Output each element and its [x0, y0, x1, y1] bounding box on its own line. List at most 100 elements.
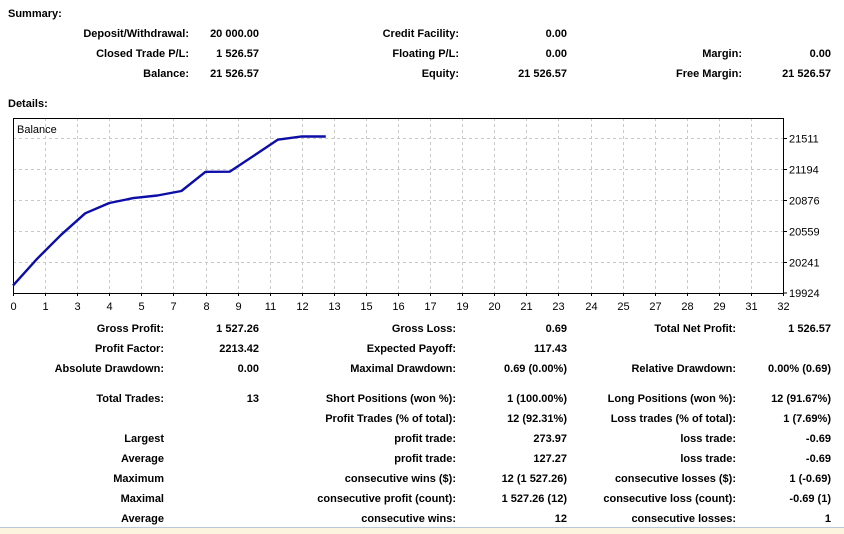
stat-label: Average	[120, 453, 164, 465]
stat-label: Short Positions (won %):	[325, 393, 456, 405]
y-axis-label: 20559	[789, 227, 820, 239]
x-axis-label: 20	[488, 301, 500, 313]
stat-value: 0.69 (0.00%)	[504, 363, 567, 375]
x-axis-label: 4	[106, 301, 112, 313]
stat-label: Equity:	[421, 68, 459, 80]
balance-chart: 21511 21194 20876 20559 20241 19924 0 1 3 4 5 7 8 9 11…	[0, 95, 844, 325]
stat-value: 1 526.57	[216, 48, 259, 60]
stat-value: 1 (100.00%)	[507, 393, 567, 405]
x-axis-label: 3	[74, 301, 80, 313]
x-axis-label: 12	[296, 301, 308, 313]
stat-value: -0.69	[805, 433, 831, 445]
stat-label: Balance:	[143, 68, 189, 80]
stat-label: Total Trades:	[96, 393, 164, 405]
stat-value: 127.27	[533, 453, 567, 465]
x-axis-label: 27	[649, 301, 661, 313]
x-axis-label: 29	[713, 301, 725, 313]
stat-label: Gross Profit:	[96, 323, 164, 335]
x-axis-label: 7	[170, 301, 176, 313]
x-axis-label: 0	[10, 301, 16, 313]
x-axis-label: 5	[138, 301, 144, 313]
x-axis-label: 17	[424, 301, 436, 313]
stat-value: 20 000.00	[210, 28, 259, 40]
stat-value: 117.43	[533, 343, 567, 355]
stat-value: 12	[554, 513, 567, 525]
stat-label: Margin:	[702, 48, 742, 60]
stat-label: Deposit/Withdrawal:	[83, 28, 189, 40]
details-heading: Details:	[8, 98, 48, 110]
balance-line	[12, 135, 326, 287]
stat-value: -0.69 (1)	[789, 493, 831, 505]
stat-label: Long Positions (won %):	[607, 393, 736, 405]
stat-value: 0.00	[545, 48, 567, 60]
stat-label: Absolute Drawdown:	[54, 363, 164, 375]
x-axis-label: 28	[681, 301, 693, 313]
stat-label: Gross Loss:	[391, 323, 456, 335]
x-axis-label: 23	[552, 301, 564, 313]
stat-label: Maximal Drawdown:	[350, 363, 456, 375]
x-axis-label: 13	[328, 301, 340, 313]
stat-label: consecutive losses ($):	[614, 473, 736, 485]
stat-label: Credit Facility:	[382, 28, 459, 40]
stat-value: -0.69	[805, 453, 831, 465]
stat-label: Relative Drawdown:	[631, 363, 736, 375]
stat-value: 0.00	[545, 28, 567, 40]
stat-value: 13	[246, 393, 259, 405]
stat-label: Free Margin:	[675, 68, 742, 80]
x-axis-label: 16	[392, 301, 404, 313]
x-axis-label: 21	[520, 301, 532, 313]
stat-label: Maximal	[120, 493, 164, 505]
stat-value: 12 (91.67%)	[771, 393, 831, 405]
stat-value: 12 (92.31%)	[507, 413, 567, 425]
stat-value: 0.00	[809, 48, 831, 60]
x-axis-label: 8	[203, 301, 209, 313]
stat-value: 0.69	[545, 323, 567, 335]
x-axis-label: 32	[777, 301, 789, 313]
x-axis-label: 25	[617, 301, 629, 313]
stat-label: loss trade:	[680, 453, 736, 465]
stat-label: Closed Trade P/L:	[96, 48, 189, 60]
y-axis-label: 20876	[789, 196, 820, 208]
stat-value: 21 526.57	[782, 68, 831, 80]
stat-label: Expected Payoff:	[366, 343, 456, 355]
stat-value: 0.00% (0.69)	[768, 363, 831, 375]
stat-label: Loss trades (% of total):	[610, 413, 736, 425]
stat-label: consecutive profit (count):	[317, 493, 456, 505]
stat-value: 0.00	[237, 363, 259, 375]
stat-label: profit trade:	[394, 453, 456, 465]
y-axis-label: 19924	[789, 288, 820, 300]
x-axis-label: 15	[360, 301, 372, 313]
stat-value: 273.97	[533, 433, 567, 445]
stat-label: consecutive wins:	[361, 513, 456, 525]
stat-value: 1 527.26	[216, 323, 259, 335]
stat-value: 1 526.57	[788, 323, 831, 335]
stat-label: Total Net Profit:	[654, 323, 736, 335]
stat-value: 1 (-0.69)	[789, 473, 831, 485]
y-axis-label: 21194	[789, 165, 819, 177]
x-axis-label: 1	[42, 301, 48, 313]
stat-value: 1	[824, 513, 831, 525]
stat-label: Largest	[124, 433, 164, 445]
stat-value: 1 527.26 (12)	[501, 493, 567, 505]
stat-value: 1 (7.69%)	[783, 413, 831, 425]
stat-label: profit trade:	[394, 433, 456, 445]
stat-label: Floating P/L:	[392, 48, 459, 60]
stat-label: loss trade:	[680, 433, 736, 445]
stat-label: Maximum	[113, 473, 164, 485]
x-axis-label: 9	[235, 301, 241, 313]
summary-heading: Summary:	[8, 8, 62, 20]
stat-value: 21 526.57	[210, 68, 259, 80]
x-axis-label: 24	[585, 301, 597, 313]
stat-label: Profit Trades (% of total):	[325, 413, 456, 425]
y-axis-label: 20241	[789, 258, 820, 270]
x-axis-label: 11	[265, 301, 276, 313]
y-axis-label: 21511	[789, 134, 819, 146]
x-axis-label: 31	[745, 301, 757, 313]
chart-title: Balance	[17, 124, 57, 136]
stat-label: consecutive wins ($):	[344, 473, 456, 485]
stat-label: Profit Factor:	[94, 343, 164, 355]
stat-label: consecutive losses:	[631, 513, 736, 525]
table-header-strip	[0, 527, 844, 534]
